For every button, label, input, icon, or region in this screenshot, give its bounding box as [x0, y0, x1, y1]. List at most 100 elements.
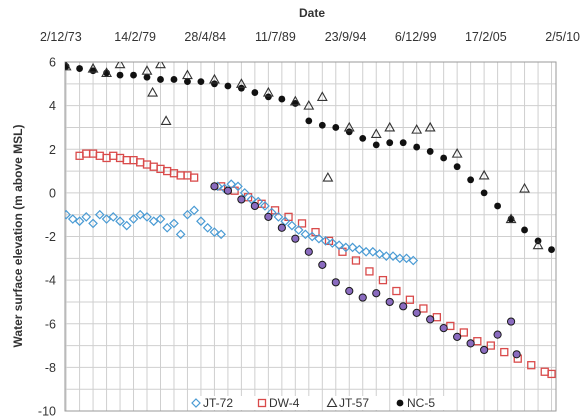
- data-point: [413, 143, 421, 151]
- data-point: [109, 151, 118, 160]
- data-point: [419, 304, 428, 313]
- data-point: [94, 209, 105, 220]
- data-point: [277, 223, 286, 232]
- data-point: [548, 246, 555, 253]
- data-point: [506, 317, 516, 326]
- data-point: [426, 148, 434, 155]
- data-point: [432, 313, 442, 322]
- gridlines: [65, 61, 556, 412]
- legend-item-bg: [188, 396, 248, 410]
- legend-label: JT-72: [203, 396, 233, 410]
- data-point: [130, 71, 137, 79]
- axis-text: -10 -8 -6 -4 -2 0 2 4 6 2/12/73 14/2/79 28/4/84 11/7…: [11, 6, 580, 419]
- data-point: [372, 141, 380, 149]
- data-point: [424, 121, 436, 132]
- data-point: [108, 212, 119, 222]
- data-point: [297, 219, 307, 228]
- legend-label: NC-5: [407, 396, 435, 410]
- y-tick-label: -2: [45, 230, 56, 244]
- data-point: [320, 236, 331, 246]
- data-point: [135, 209, 146, 220]
- data-point: [223, 186, 233, 195]
- data-point: [378, 275, 388, 285]
- data-point: [209, 73, 220, 84]
- data-point: [318, 260, 327, 269]
- data-point: [480, 345, 489, 355]
- data-point: [345, 128, 353, 136]
- x-axis-title: Date: [299, 6, 325, 20]
- data-point: [370, 128, 382, 139]
- legend-label: JT-57: [339, 396, 369, 410]
- data-point: [155, 214, 166, 224]
- data-point: [505, 213, 517, 224]
- data-point: [293, 225, 304, 235]
- data-point: [250, 201, 259, 211]
- data-point: [82, 149, 91, 158]
- y-tick-label: -10: [38, 405, 56, 419]
- data-point: [467, 176, 475, 184]
- data-point: [128, 214, 139, 224]
- legend-marker: [191, 398, 201, 408]
- data-point: [322, 171, 334, 182]
- data-point: [365, 267, 374, 276]
- data-point: [182, 209, 193, 220]
- data-point: [209, 227, 220, 237]
- data-point: [273, 212, 284, 222]
- data-point: [251, 89, 259, 96]
- data-point: [264, 93, 272, 101]
- data-point: [170, 76, 178, 83]
- data-point: [65, 62, 70, 70]
- data-point: [262, 86, 274, 97]
- data-point: [175, 229, 186, 240]
- data-point: [527, 361, 536, 370]
- data-point: [65, 62, 72, 71]
- y-tick-label: -6: [45, 317, 56, 331]
- x-tick-label: 17/2/05: [465, 30, 507, 44]
- data-point: [160, 115, 172, 125]
- data-point: [101, 67, 113, 77]
- data-point: [136, 158, 145, 167]
- data-point: [101, 214, 112, 224]
- data-point: [246, 194, 257, 205]
- data-point: [87, 62, 99, 73]
- data-point: [341, 242, 351, 253]
- data-point: [122, 156, 131, 165]
- data-point: [547, 369, 556, 379]
- data-point: [197, 78, 205, 86]
- data-point: [155, 62, 166, 69]
- data-point: [184, 78, 191, 86]
- data-point: [260, 201, 270, 211]
- x-tick-label: 6/12/99: [395, 30, 437, 44]
- data-point: [439, 324, 448, 333]
- data-point: [318, 121, 326, 129]
- data-point: [121, 220, 132, 231]
- data-point: [216, 229, 226, 240]
- data-point: [88, 218, 98, 229]
- data-point: [239, 188, 250, 198]
- data-point: [67, 214, 78, 224]
- data-point: [233, 181, 243, 192]
- data-point: [189, 205, 199, 216]
- data-point: [459, 328, 468, 337]
- data-point: [338, 247, 347, 256]
- data-point: [314, 233, 324, 244]
- data-point: [399, 302, 408, 311]
- y-tick-label: -4: [45, 274, 56, 288]
- data-point: [494, 202, 501, 210]
- data-point: [182, 69, 193, 80]
- data-point: [354, 244, 365, 255]
- legend-label: DW-4: [269, 396, 300, 410]
- data-point: [176, 171, 185, 180]
- data-point: [157, 76, 164, 83]
- data-point: [331, 278, 340, 287]
- legend-item-bg: [324, 396, 384, 410]
- legend: JT-72 DW-4 JT-57 NC-5: [188, 396, 452, 410]
- data-point: [304, 247, 313, 256]
- x-tick-label: 2/5/10: [545, 30, 580, 44]
- data-point: [116, 71, 124, 79]
- y-tick-label: 4: [49, 99, 56, 113]
- data-point: [478, 169, 490, 180]
- data-point: [189, 173, 199, 182]
- data-point: [287, 220, 297, 231]
- legend-marker: [396, 399, 404, 407]
